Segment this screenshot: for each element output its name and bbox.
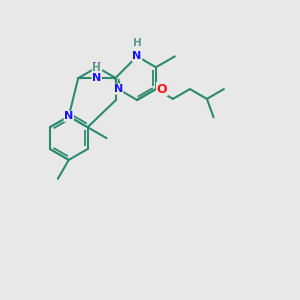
Text: N: N	[132, 51, 142, 62]
Text: H: H	[92, 63, 101, 73]
Text: N: N	[92, 73, 101, 83]
Text: H: H	[133, 38, 141, 48]
Text: O: O	[157, 82, 167, 96]
Text: N: N	[113, 84, 123, 94]
Text: N: N	[64, 111, 74, 121]
Text: N: N	[92, 62, 102, 72]
